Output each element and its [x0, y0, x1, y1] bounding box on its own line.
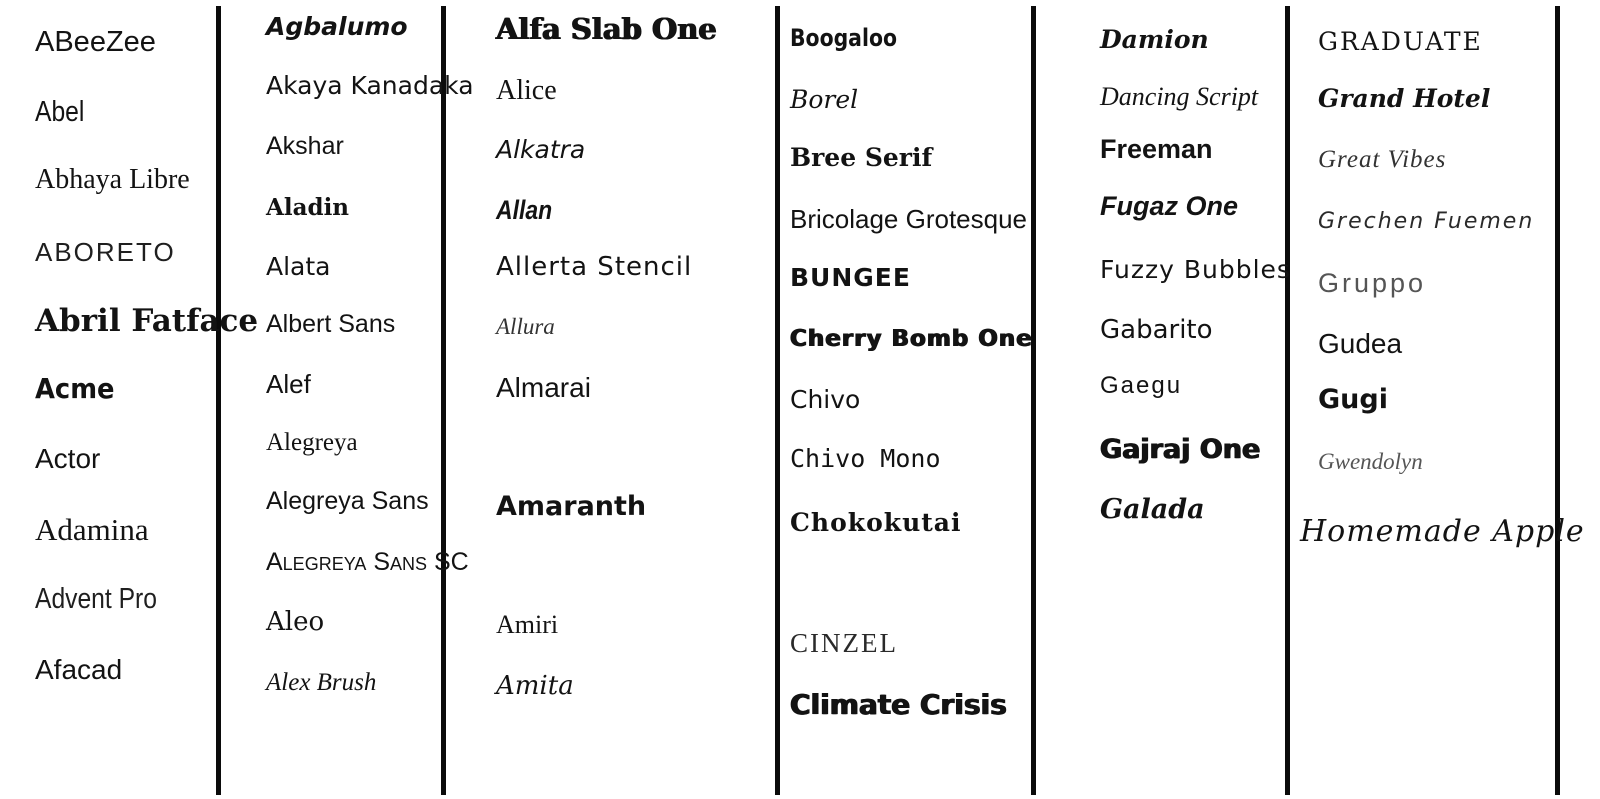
column-divider-1 [216, 6, 221, 795]
font-item-amiri: Amiri [496, 610, 559, 639]
font-item-great-vibes: Great Vibes [1318, 146, 1447, 173]
font-item-amita: Amita [496, 671, 574, 701]
font-item-akshar: Akshar [266, 132, 344, 160]
font-item-graduate: GRADUATE [1318, 27, 1483, 56]
font-item-bricolage-grotesque: Bricolage Grotesque [790, 204, 1028, 234]
font-item-gabarito: Gabarito [1100, 315, 1213, 345]
font-item-alegreya-sans: Alegreya Sans [266, 487, 429, 515]
font-item-almarai: Almarai [496, 372, 591, 403]
font-item-abril-fatface: Abril Fatface [35, 303, 259, 339]
font-item-abeezee: ABeeZee [35, 26, 156, 58]
font-item-alef: Alef [266, 369, 311, 399]
font-item-allerta-stencil: Allerta Stencil [496, 252, 693, 282]
column-divider-6 [1555, 6, 1560, 795]
font-item-chivo-mono: Chivo Mono [790, 444, 941, 473]
font-item-fugaz-one: Fugaz One [1100, 191, 1239, 221]
font-item-aladin: Aladin [266, 194, 350, 221]
font-item-damion: Damion [1100, 25, 1209, 54]
font-item-allan: Allan [496, 195, 553, 225]
font-item-fuzzy-bubbles: Fuzzy Bubbles [1100, 255, 1291, 284]
font-item-aleo: Aleo [266, 607, 325, 637]
font-item-gwendolyn: Gwendolyn [1318, 449, 1423, 474]
font-item-alegreya: Alegreya [266, 429, 358, 456]
font-item-grechen-fuemen: Grechen Fuemen [1318, 209, 1535, 234]
font-item-alex-brush: Alex Brush [266, 669, 377, 696]
font-item-agbalumo: Agbalumo [266, 12, 408, 41]
font-item-alfa-slab-one: Alfa Slab One [496, 12, 717, 46]
font-item-chokokutai: Chokokutai [790, 508, 962, 537]
column-divider-3 [775, 6, 780, 795]
font-item-gudea: Gudea [1318, 328, 1403, 359]
font-item-adamina: Adamina [35, 512, 149, 547]
font-item-boogaloo: Boogaloo [790, 24, 897, 52]
font-item-aboreto: ABORETO [35, 237, 176, 267]
font-item-gugi: Gugi [1318, 384, 1388, 415]
font-item-allura: Allura [496, 314, 555, 339]
font-item-actor: Actor [35, 443, 101, 474]
font-item-afacad: Afacad [35, 654, 123, 685]
font-item-alegreya-sans-sc: Alegreya Sans SC [266, 548, 469, 576]
font-item-akaya-kanadaka: Akaya Kanadaka [266, 71, 474, 100]
font-item-galada: Galada [1100, 494, 1205, 525]
font-item-cinzel: CINZEL [790, 628, 898, 658]
font-item-gruppo: Gruppo [1318, 268, 1427, 298]
column-divider-5 [1285, 6, 1290, 795]
font-item-albert-sans: Albert Sans [266, 310, 396, 338]
column-divider-4 [1031, 6, 1036, 795]
font-item-freeman: Freeman [1100, 134, 1213, 164]
font-item-alice: Alice [496, 75, 557, 106]
font-item-abel: Abel [35, 96, 85, 128]
font-item-acme: Acme [35, 372, 115, 405]
column-divider-2 [441, 6, 446, 795]
font-item-gajraj-one: Gajraj One [1100, 434, 1261, 465]
font-item-advent-pro: Advent Pro [35, 583, 157, 615]
font-item-chivo: Chivo [790, 385, 861, 414]
font-item-gaegu: Gaegu [1100, 372, 1183, 399]
font-item-abhaya-libre: Abhaya Libre [35, 164, 190, 195]
font-item-dancing-script: Dancing Script [1100, 82, 1259, 111]
font-item-homemade-apple: Homemade Apple [1300, 514, 1585, 549]
font-item-bungee: BUNGEE [790, 263, 911, 292]
font-item-grand-hotel: Grand Hotel [1318, 84, 1491, 113]
font-item-climate-crisis: Climate Crisis [790, 688, 1007, 721]
font-item-cherry-bomb-one: Cherry Bomb One [790, 326, 1033, 352]
font-item-bree-serif: Bree Serif [790, 143, 933, 172]
font-item-amaranth: Amaranth [496, 491, 647, 522]
font-item-alata: Alata [266, 252, 331, 281]
font-item-borel: Borel [790, 85, 859, 114]
font-item-alkatra: Alkatra [496, 135, 586, 164]
